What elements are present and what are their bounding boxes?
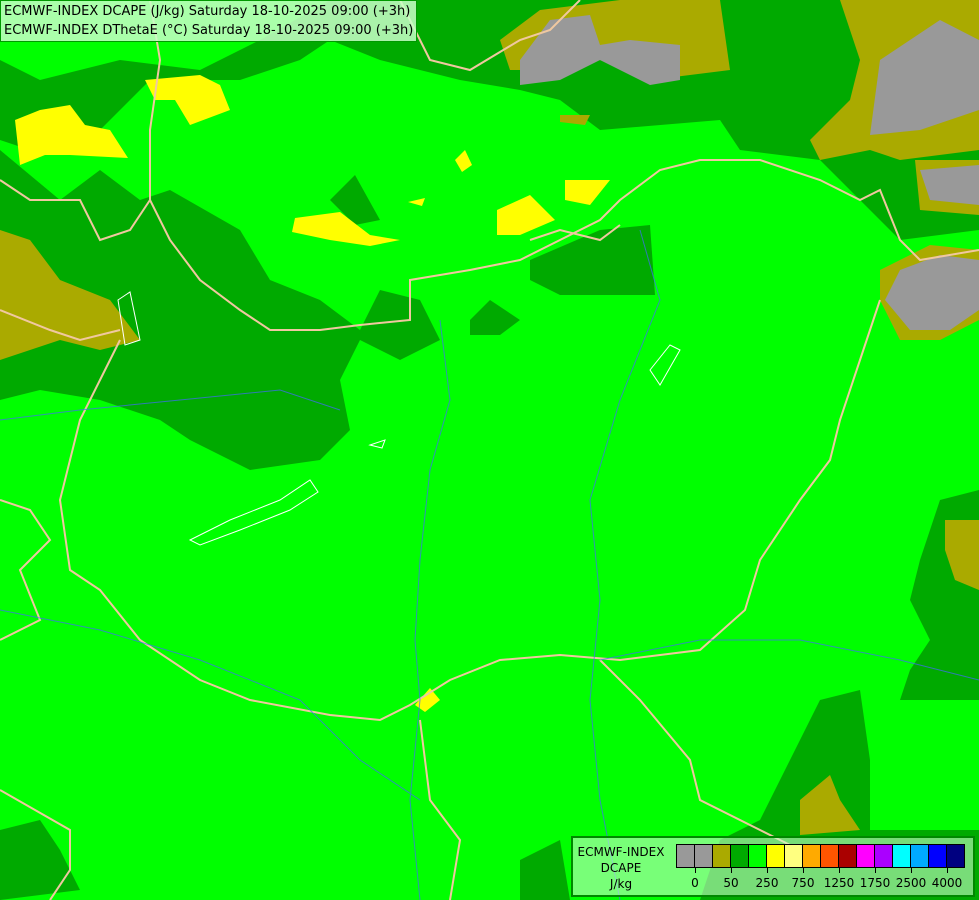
legend-swatch xyxy=(893,845,911,867)
legend-tick-label: 250 xyxy=(755,876,779,890)
legend-swatch xyxy=(749,845,767,867)
color-legend: ECMWF-INDEX DCAPE J/kg 0 50 250 750 1250 1750… xyxy=(571,836,975,897)
legend-tick-label: 4000 xyxy=(931,876,963,890)
legend-tick-label: 1750 xyxy=(859,876,891,890)
legend-swatch xyxy=(767,845,785,867)
legend-tick-mark xyxy=(731,868,732,873)
legend-title: ECMWF-INDEX DCAPE J/kg xyxy=(575,844,667,892)
legend-swatch xyxy=(713,845,731,867)
legend-swatch xyxy=(875,845,893,867)
legend-color-scale xyxy=(676,844,965,868)
legend-swatch xyxy=(947,845,964,867)
legend-tick-label: 0 xyxy=(691,876,699,890)
legend-tick-label: 1250 xyxy=(823,876,855,890)
legend-tick-mark xyxy=(839,868,840,873)
lakes xyxy=(117,291,681,546)
legend-swatch xyxy=(695,845,713,867)
legend-unit: J/kg xyxy=(609,877,633,891)
legend-swatch xyxy=(857,845,875,867)
rivers xyxy=(0,229,979,900)
map-title-box: ECMWF-INDEX DCAPE (J/kg) Saturday 18-10-… xyxy=(0,0,418,42)
legend-swatch xyxy=(911,845,929,867)
legend-swatch xyxy=(821,845,839,867)
legend-swatch xyxy=(803,845,821,867)
legend-tick-label: 2500 xyxy=(895,876,927,890)
legend-tick-label: 50 xyxy=(723,876,739,890)
legend-swatch xyxy=(929,845,947,867)
yellow-regions xyxy=(15,75,610,712)
legend-tick-mark xyxy=(803,868,804,873)
legend-tick-mark xyxy=(911,868,912,873)
legend-tick-mark xyxy=(875,868,876,873)
legend-swatch xyxy=(677,845,695,867)
legend-tick-mark xyxy=(947,868,948,873)
gray-regions xyxy=(520,15,979,330)
title-dcape: ECMWF-INDEX DCAPE (J/kg) Saturday 18-10-… xyxy=(4,4,411,19)
legend-tick-mark xyxy=(767,868,768,873)
legend-swatch xyxy=(839,845,857,867)
legend-title-line1: ECMWF-INDEX xyxy=(577,845,665,859)
title-dthetae: ECMWF-INDEX DThetaE (°C) Saturday 18-10-… xyxy=(4,23,414,38)
legend-tick-label: 750 xyxy=(791,876,815,890)
legend-title-line2: DCAPE xyxy=(600,861,642,875)
legend-swatch xyxy=(731,845,749,867)
legend-tick-mark xyxy=(695,868,696,873)
legend-swatch xyxy=(785,845,803,867)
